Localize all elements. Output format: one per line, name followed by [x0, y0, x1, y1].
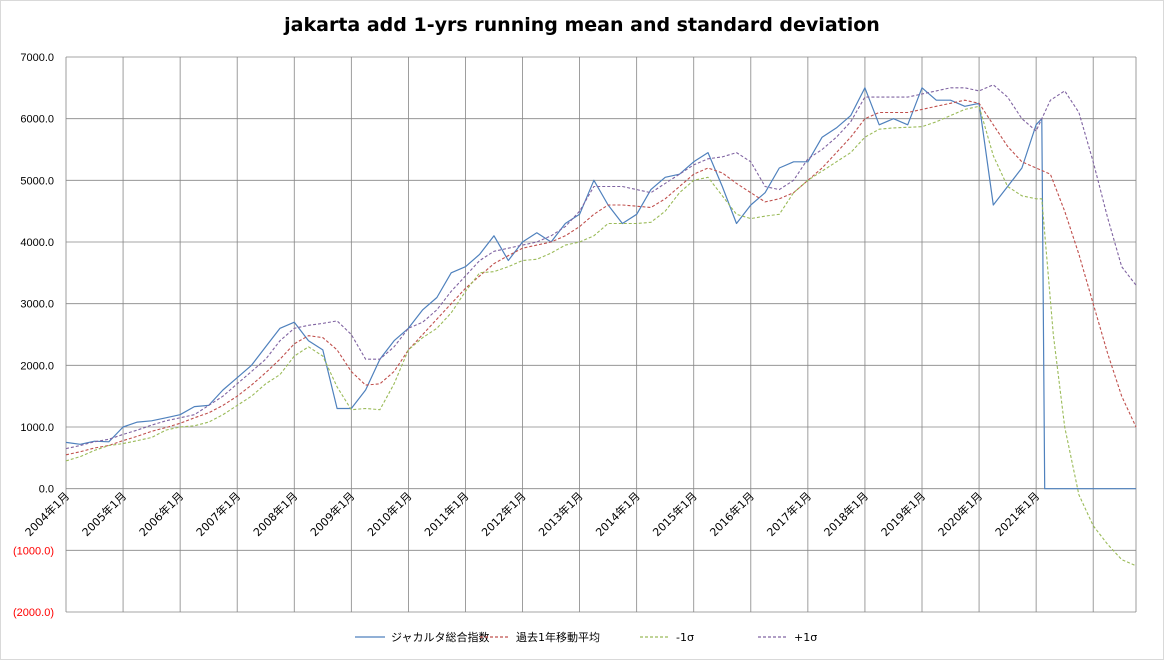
- x-tick-label: 2013年1月: [536, 489, 586, 539]
- x-tick-label: 2019年1月: [878, 489, 928, 539]
- y-tick-label: 2000.0: [20, 360, 54, 372]
- x-tick-label: 2014年1月: [593, 489, 643, 539]
- x-tick-label: 2011年1月: [421, 489, 471, 539]
- x-tick-label: 2010年1月: [364, 489, 414, 539]
- x-tick-label: 2006年1月: [136, 489, 186, 539]
- series-line-1: [65, 87, 1136, 490]
- legend-label: 過去1年移動平均: [516, 630, 600, 644]
- x-tick-label: 2008年1月: [250, 489, 300, 539]
- y-tick-label: 0.0: [39, 484, 54, 496]
- x-tick-label: 2009年1月: [307, 489, 357, 539]
- y-tick-label: 3000.0: [20, 299, 54, 311]
- chart-title: jakarta add 1-yrs running mean and stand…: [284, 14, 880, 36]
- x-tick-label: 2020年1月: [935, 489, 985, 539]
- x-tick-label: 2017年1月: [764, 489, 814, 539]
- y-tick-label: (2000.0): [13, 607, 54, 619]
- x-tick-label: 2015年1月: [650, 489, 700, 539]
- series-line-4: [65, 84, 1137, 450]
- legend-label: ジャカルタ総合指数: [391, 630, 489, 644]
- y-tick-label: 1000.0: [20, 422, 54, 434]
- x-tick-label: 2016年1月: [707, 489, 757, 539]
- gridlines: [65, 56, 1137, 613]
- x-tick-label: 2021年1月: [992, 489, 1042, 539]
- legend: ジャカルタ総合指数 過去1年移動平均 -1σ +1σ: [355, 630, 817, 644]
- y-tick-label: 4000.0: [20, 237, 54, 249]
- y-tick-label: 5000.0: [20, 175, 54, 187]
- x-tick-label: 2005年1月: [79, 489, 129, 539]
- y-axis-ticks: 7000.0 6000.0 5000.0 4000.0 3000.0 2000.0 1000…: [13, 52, 54, 619]
- x-tick-label: 2004年1月: [22, 489, 72, 539]
- series-lines: [65, 84, 1137, 567]
- series-line-2: [65, 99, 1137, 456]
- y-tick-label: 6000.0: [20, 114, 54, 126]
- x-tick-label: 2007年1月: [193, 489, 243, 539]
- legend-label: +1σ: [794, 631, 817, 644]
- x-tick-label: 2018年1月: [821, 489, 871, 539]
- y-tick-label: 7000.0: [20, 52, 54, 64]
- y-tick-label: (1000.0): [13, 545, 54, 557]
- x-tick-label: 2012年1月: [478, 489, 528, 539]
- x-axis-ticks: 2004年1月 2005年1月 2006年1月 2007年1月 2008年1月 2009年…: [22, 489, 1042, 539]
- legend-label: -1σ: [676, 631, 694, 644]
